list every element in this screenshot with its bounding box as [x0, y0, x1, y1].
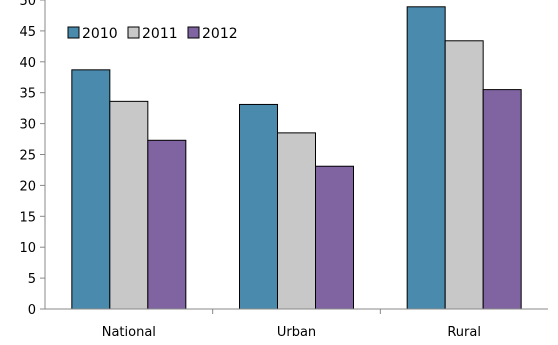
bar-2011-rural — [444, 40, 484, 310]
y-tick-label: 15 — [19, 210, 36, 225]
x-tick-label: Rural — [447, 325, 481, 340]
bar-2012-national — [147, 139, 187, 310]
y-tick-label: 35 — [19, 87, 36, 102]
bar-2012-rural — [482, 89, 522, 310]
y-tick-label: 25 — [19, 149, 36, 164]
y-tick-label: 20 — [19, 179, 36, 194]
legend-label-2011: 2011 — [142, 26, 178, 42]
y-tick-label: 10 — [19, 241, 36, 256]
x-tick-label: National — [102, 325, 156, 340]
y-tick-label: 50 — [19, 0, 36, 9]
y-tick-label: 30 — [19, 118, 36, 133]
bar-2010-rural — [406, 6, 446, 310]
legend-swatch-2012 — [187, 26, 200, 39]
bars-layer — [71, 6, 522, 310]
bar-2011-urban — [277, 132, 316, 310]
legend-swatch-2011 — [127, 26, 140, 39]
bar-2010-urban — [239, 103, 278, 310]
y-tick-label: 45 — [19, 25, 36, 40]
y-tick-label: 5 — [28, 272, 36, 287]
bar-2012-urban — [315, 165, 354, 310]
bar-2011-national — [109, 100, 149, 310]
legend-label-2012: 2012 — [202, 26, 238, 42]
x-axis-ticks: National Urban Rural — [102, 309, 481, 340]
y-axis-ticks: 0 5 10 15 20 25 30 35 40 45 50 — [19, 0, 45, 318]
legend-swatch-2010 — [67, 26, 80, 39]
y-tick-label: 0 — [28, 303, 36, 318]
x-tick-label: Urban — [277, 325, 316, 340]
legend: 2010 2011 2012 — [67, 26, 238, 42]
y-tick-label: 40 — [19, 56, 36, 71]
bar-2010-national — [71, 69, 111, 310]
legend-label-2010: 2010 — [82, 26, 118, 42]
